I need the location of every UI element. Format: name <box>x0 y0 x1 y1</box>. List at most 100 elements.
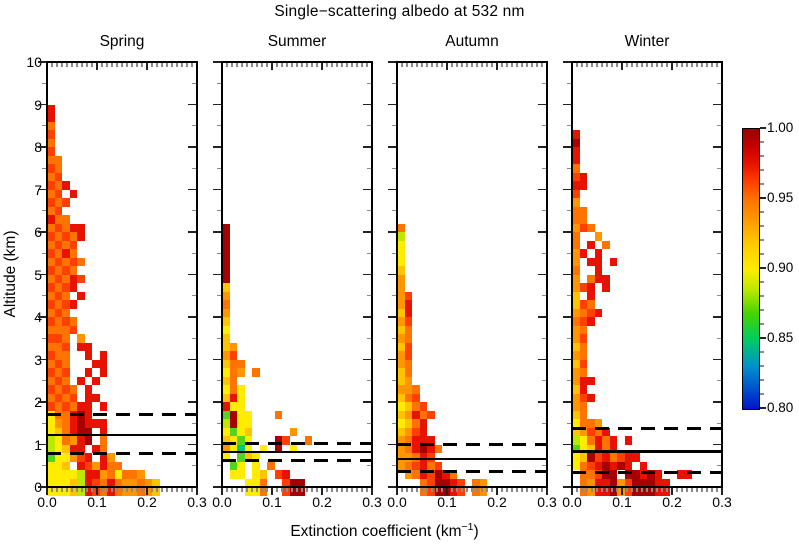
y-tick <box>717 210 721 212</box>
heatmap-cell <box>434 444 443 454</box>
heatmap-cell <box>579 385 588 394</box>
heatmap-cell <box>617 461 625 471</box>
heatmap-cell <box>404 342 413 352</box>
heatmap-cell <box>609 487 618 496</box>
heatmap-cell <box>54 266 63 275</box>
heatmap-cell <box>624 487 633 496</box>
colorbar-tick <box>760 337 766 339</box>
heatmap-cell <box>47 266 55 275</box>
heatmap-cell <box>47 444 55 454</box>
heatmap-cell <box>572 266 580 275</box>
x-tick <box>486 488 488 492</box>
heatmap-cell <box>62 308 70 318</box>
heatmap-cell <box>587 291 595 301</box>
x-tick <box>351 488 353 492</box>
y-tick <box>392 337 396 339</box>
y-tick <box>42 210 46 212</box>
panel-title: Winter <box>624 33 670 50</box>
ref-line-solid <box>222 450 372 454</box>
x-tick <box>76 63 78 67</box>
heatmap-cell <box>594 444 603 454</box>
heatmap-cell <box>397 351 405 360</box>
heatmap-cell <box>594 232 603 241</box>
y-tick <box>363 61 371 63</box>
heatmap-cell <box>54 325 63 335</box>
heatmap-cell <box>84 487 93 496</box>
y-tick <box>217 337 221 339</box>
colorbar-tick <box>760 155 764 157</box>
heatmap-cell <box>397 274 405 284</box>
x-tick <box>511 63 513 67</box>
heatmap-cell <box>62 257 70 267</box>
heatmap-cell <box>69 393 78 403</box>
heatmap-cell <box>77 223 85 233</box>
x-tick <box>601 488 603 492</box>
x-tick <box>111 488 113 492</box>
heatmap-cell <box>47 351 55 360</box>
y-tick <box>213 486 221 488</box>
heatmap-cell <box>69 419 78 428</box>
heatmap-cell <box>47 274 55 284</box>
heatmap-cell <box>222 223 230 233</box>
heatmap-cell <box>54 368 63 377</box>
x-tick <box>326 488 328 492</box>
heatmap-cell <box>77 487 85 496</box>
x-tick <box>576 488 578 492</box>
heatmap-cell <box>47 487 55 496</box>
heatmap-cell <box>624 478 633 488</box>
x-tick <box>66 63 68 67</box>
heatmap-cell <box>397 325 405 335</box>
heatmap-cell <box>572 351 580 360</box>
x-tick <box>51 63 53 67</box>
colorbar-tick <box>760 323 764 325</box>
y-tick <box>38 443 46 446</box>
heatmap-cell <box>397 393 405 403</box>
x-tick <box>316 488 318 492</box>
heatmap-cell <box>62 385 70 394</box>
y-tick <box>388 231 396 233</box>
x-tick <box>366 63 368 67</box>
heatmap-cell <box>62 215 70 224</box>
heatmap-cell <box>412 436 420 445</box>
x-tick <box>481 63 483 67</box>
heatmap-cell <box>62 376 70 386</box>
x-tick <box>121 488 123 492</box>
heatmap-cell <box>397 342 405 352</box>
heatmap-cell <box>229 419 238 428</box>
y-tick <box>563 486 571 488</box>
y-tick <box>213 146 221 148</box>
heatmap-cell <box>47 206 55 216</box>
x-tick <box>606 63 608 67</box>
heatmap-cell <box>77 478 85 488</box>
colorbar-tick <box>760 267 766 269</box>
y-tick <box>392 252 396 254</box>
heatmap-cell <box>62 223 70 233</box>
colorbar-tick <box>760 239 764 241</box>
y-tick <box>42 295 46 297</box>
heatmap-cell <box>47 164 55 173</box>
heatmap-cell <box>404 317 413 326</box>
heatmap-cell <box>62 368 70 377</box>
y-tick <box>188 443 196 446</box>
y-tick <box>213 188 221 191</box>
heatmap-cell <box>47 300 55 309</box>
x-tick <box>186 63 188 67</box>
y-tick <box>38 401 46 403</box>
heatmap-cell <box>267 461 275 471</box>
heatmap-cell <box>609 444 618 454</box>
heatmap-cell <box>579 223 588 233</box>
heatmap-cell <box>222 436 230 445</box>
x-axis-label-text: Extinction coefficient (km <box>290 523 462 541</box>
y-tick <box>713 316 721 318</box>
heatmap-cell <box>252 461 260 471</box>
y-tick <box>713 401 721 403</box>
x-tick <box>531 488 533 492</box>
x-tick <box>516 488 518 492</box>
heatmap-cell <box>229 376 238 386</box>
heatmap-cell <box>587 283 595 292</box>
heatmap-cell <box>54 164 63 173</box>
heatmap-cell <box>54 232 63 241</box>
colorbar-tick <box>760 225 764 227</box>
heatmap-cell <box>222 291 230 301</box>
y-tick <box>38 486 46 488</box>
